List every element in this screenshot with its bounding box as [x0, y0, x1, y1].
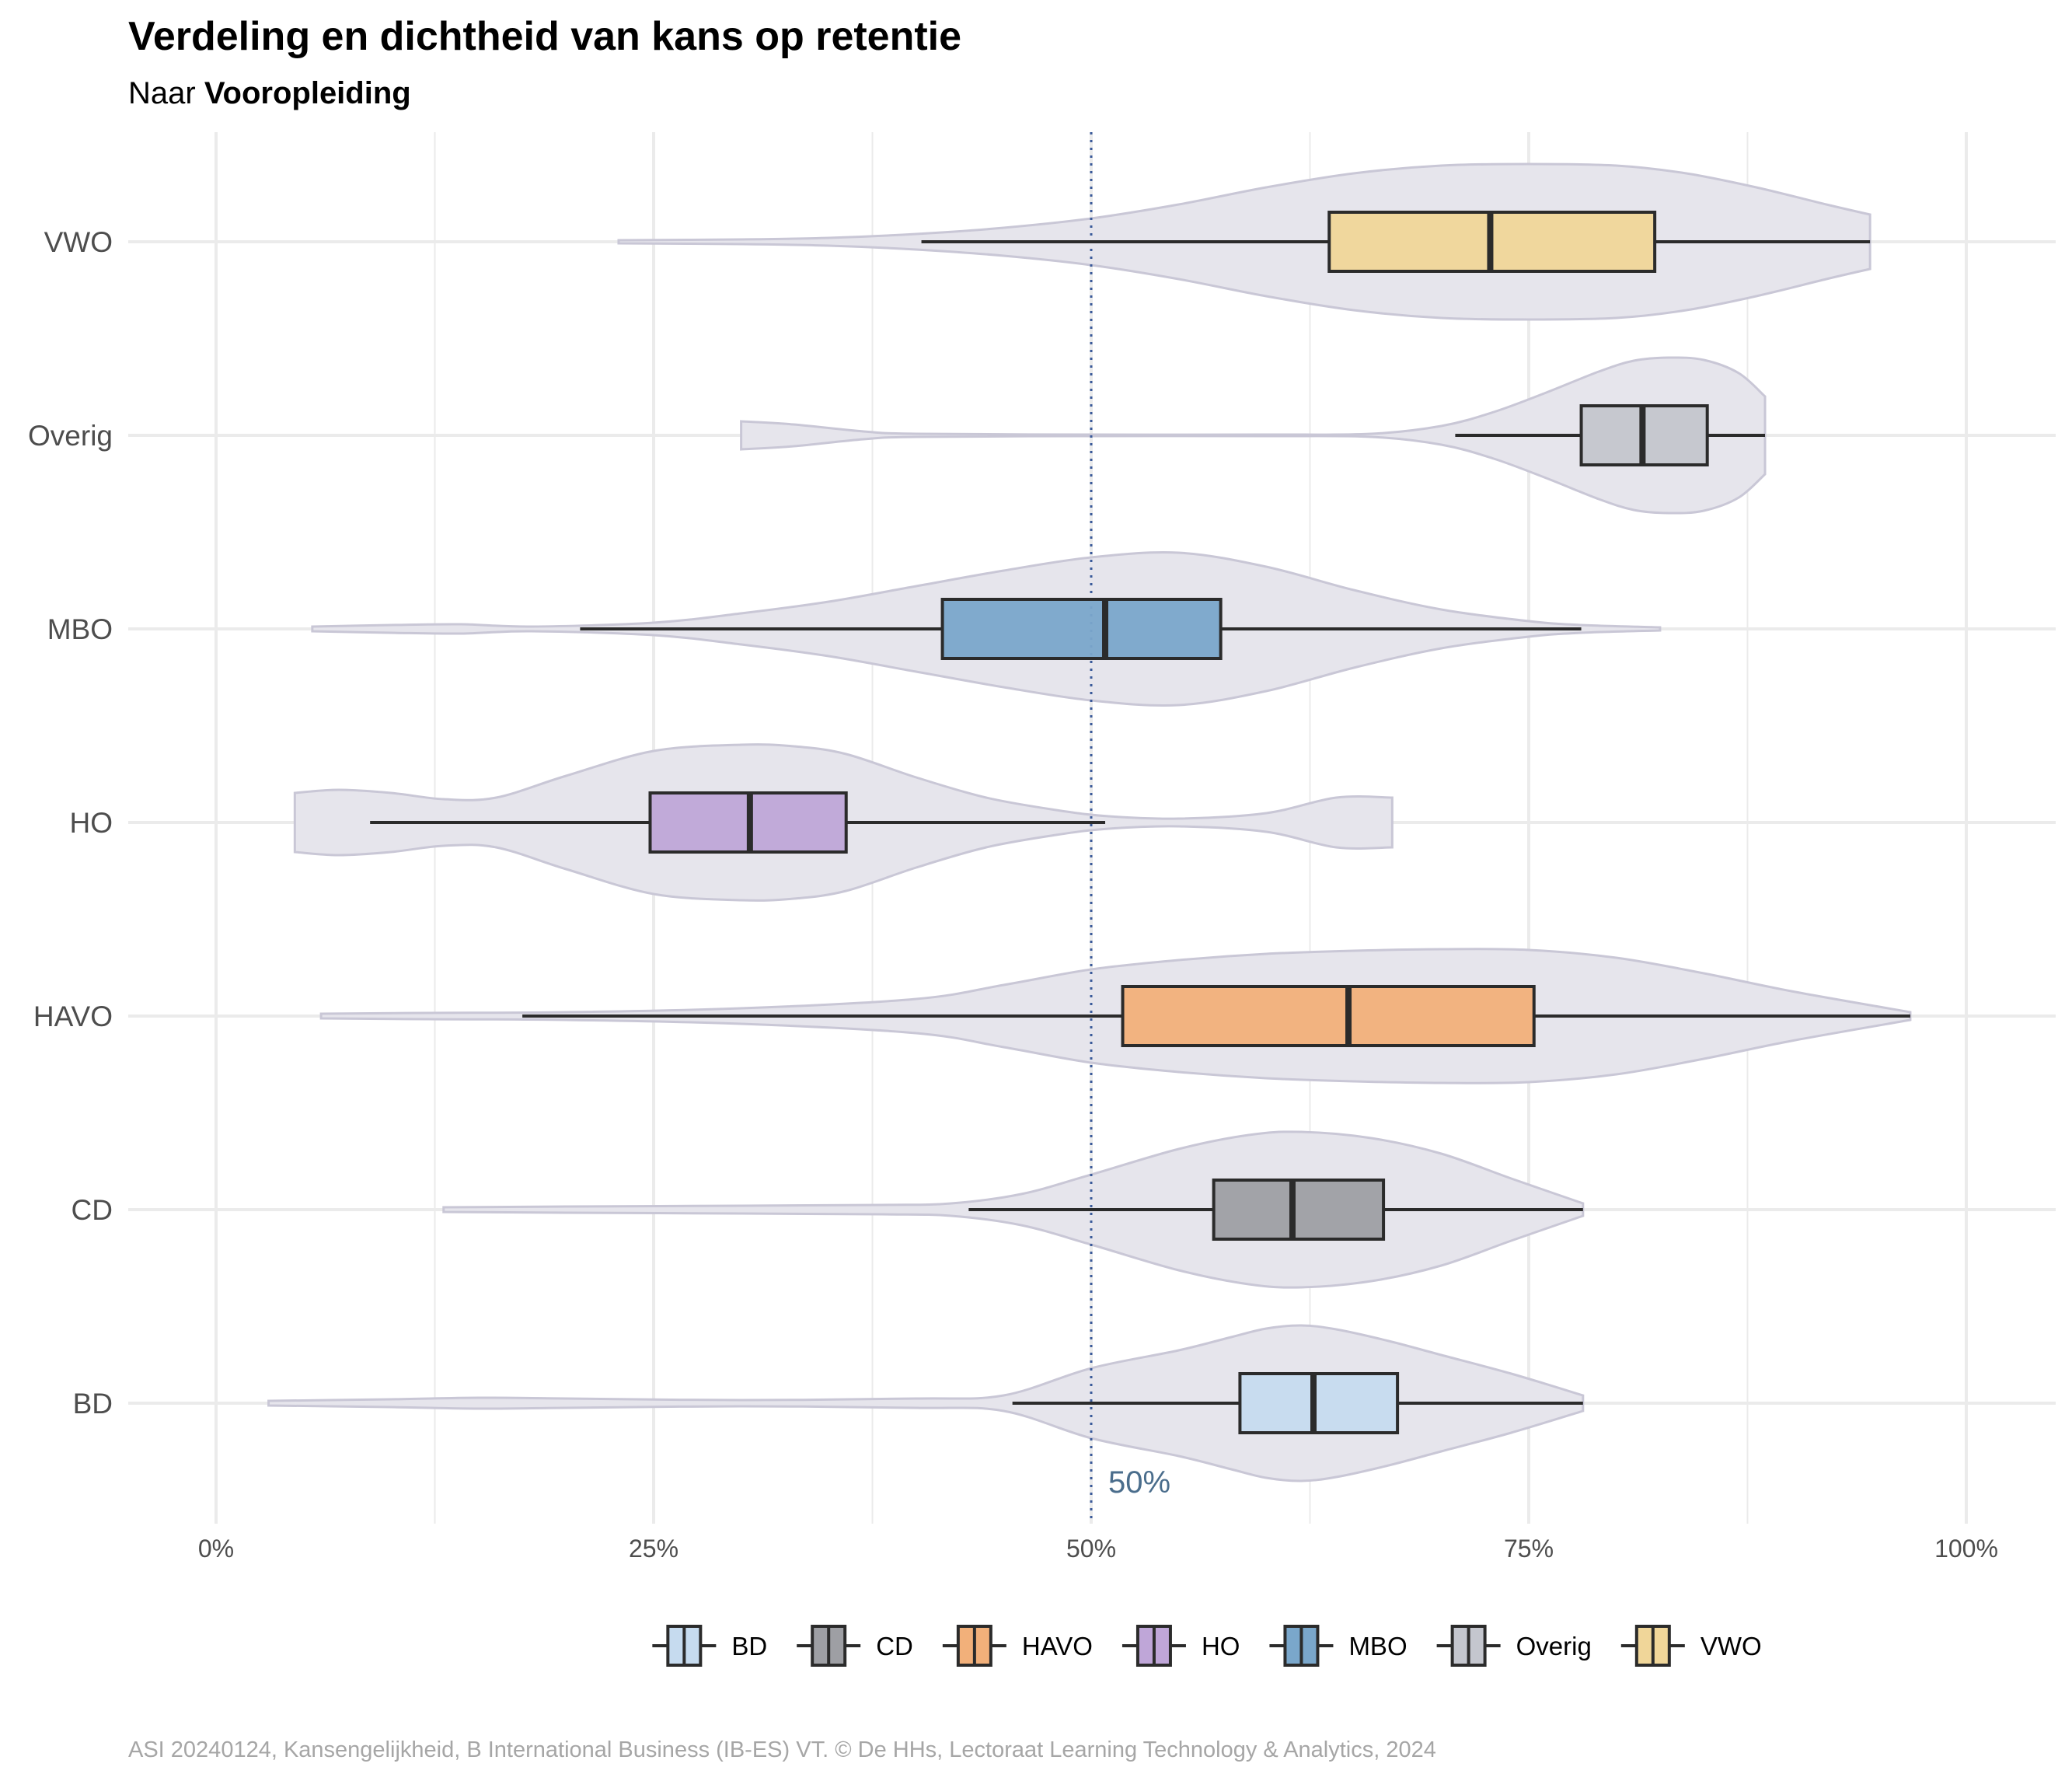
legend: BD CD HAVO HO MBO Overig VWO [652, 1625, 1762, 1667]
legend-item-ho: HO [1121, 1625, 1240, 1667]
y-axis: BD CD HAVO HO MBO Overig VWO [28, 226, 113, 1420]
y-tick-vwo: VWO [44, 226, 113, 258]
chart-caption: ASI 20240124, Kansengelijkheid, B Intern… [128, 1737, 1436, 1762]
x-tick-1: 25% [629, 1535, 678, 1563]
legend-label-overig: Overig [1516, 1632, 1592, 1661]
y-tick-cd: CD [72, 1194, 113, 1226]
x-axis: 0% 25% 50% 75% 100% [198, 1535, 1998, 1563]
chart-title: Verdeling en dichtheid van kans op reten… [128, 14, 961, 59]
legend-item-mbo: MBO [1269, 1625, 1407, 1667]
x-tick-0: 0% [198, 1535, 234, 1563]
y-tick-bd: BD [73, 1388, 113, 1420]
legend-label-mbo: MBO [1348, 1632, 1407, 1661]
legend-item-vwo: VWO [1620, 1625, 1762, 1667]
legend-label-havo: HAVO [1022, 1632, 1093, 1661]
reference-line-group: 50% [1090, 132, 1170, 1524]
violin-bd [267, 1324, 1585, 1482]
legend-item-bd: BD [652, 1625, 767, 1667]
legend-label-bd: BD [731, 1632, 767, 1661]
box-cd [1212, 1179, 1386, 1241]
legend-label-vwo: VWO [1701, 1632, 1762, 1661]
legend-item-overig: Overig [1436, 1625, 1592, 1667]
x-tick-3: 75% [1504, 1535, 1554, 1563]
box-mbo [940, 598, 1223, 660]
boxplots [370, 211, 1910, 1434]
chart-subtitle-bold: Vooropleiding [204, 76, 411, 110]
y-tick-overig: Overig [28, 420, 113, 452]
chart-subtitle-prefix: Naar [128, 76, 204, 110]
legend-item-cd: CD [797, 1625, 913, 1667]
x-tick-4: 100% [1934, 1535, 1998, 1563]
legend-item-havo: HAVO [942, 1625, 1093, 1667]
y-tick-havo: HAVO [33, 1001, 113, 1032]
box-bd [1238, 1372, 1400, 1434]
reference-line-label: 50% [1108, 1465, 1170, 1500]
x-tick-2: 50% [1066, 1535, 1116, 1563]
violin-overig [740, 356, 1767, 515]
box-havo [1121, 985, 1536, 1047]
legend-label-cd: CD [876, 1632, 913, 1661]
y-tick-mbo: MBO [47, 613, 113, 645]
legend-label-ho: HO [1202, 1632, 1240, 1661]
y-tick-ho: HO [70, 807, 113, 839]
chart-subtitle: Naar Vooropleiding [128, 76, 411, 110]
